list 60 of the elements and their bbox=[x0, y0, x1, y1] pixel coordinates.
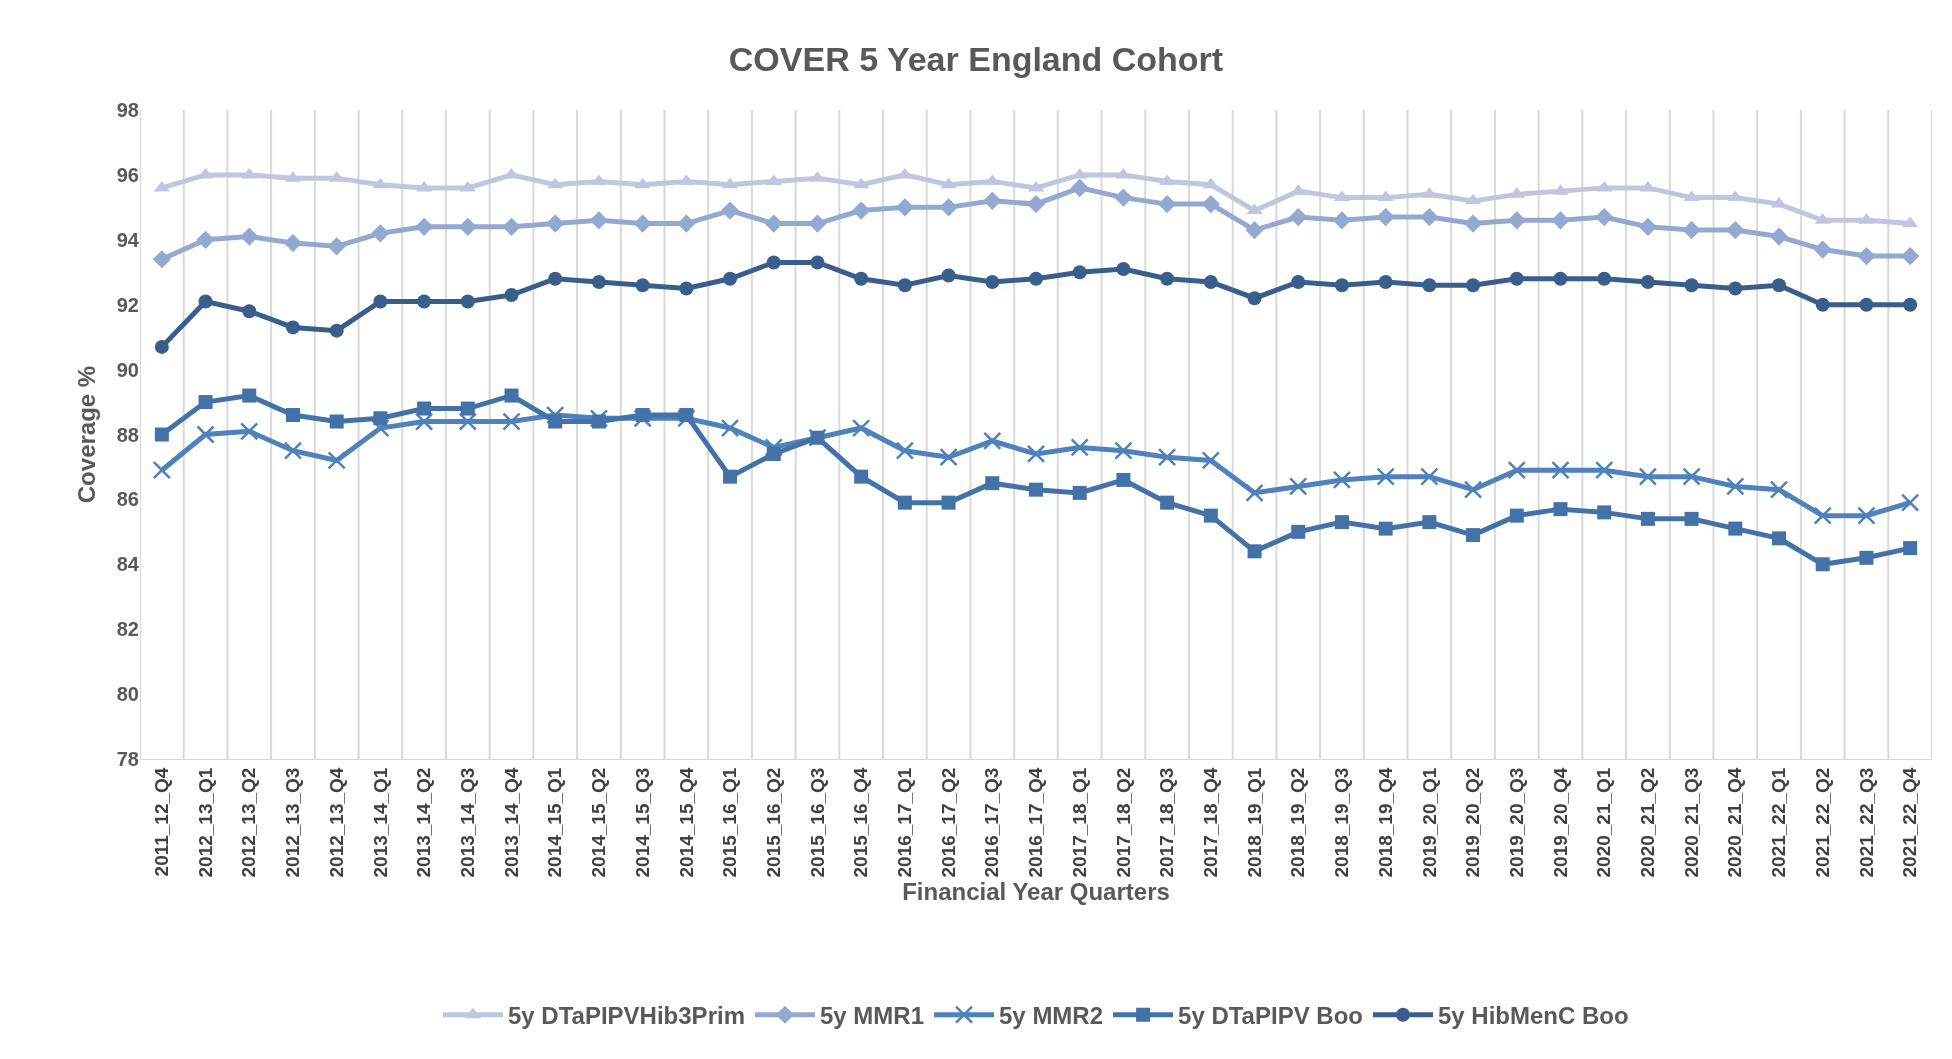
y-tick-label: 94 bbox=[116, 228, 140, 251]
x-tick-label: 2016_17_Q3 bbox=[981, 767, 1003, 878]
x-tick-label: 2013_14_Q2 bbox=[413, 767, 435, 878]
x-tick-label: 2017_18_Q3 bbox=[1156, 767, 1178, 878]
legend-label: 5y MMR2 bbox=[999, 1002, 1104, 1030]
legend-label: 5y DTaPIPV Boo bbox=[1178, 1002, 1363, 1030]
x-tick-label: 2018_19_Q3 bbox=[1331, 767, 1353, 878]
x-tick-label: 2020_21_Q2 bbox=[1637, 767, 1659, 878]
y-tick-label: 84 bbox=[116, 553, 140, 576]
x-tick-label: 2017_18_Q2 bbox=[1112, 767, 1134, 878]
x-tick-label: 2015_16_Q4 bbox=[850, 767, 872, 878]
x-tick-label: 2021_22_Q2 bbox=[1811, 767, 1833, 878]
x-tick-label: 2021_22_Q1 bbox=[1768, 767, 1790, 878]
x-tick-label: 2020_21_Q1 bbox=[1593, 767, 1615, 878]
x-tick-label: 2011_12_Q4 bbox=[151, 767, 173, 877]
x-tick-label: 2019_20_Q1 bbox=[1418, 767, 1440, 878]
x-tick-label: 2014_15_Q4 bbox=[675, 767, 697, 878]
y-axis-title: Coverage % bbox=[72, 365, 100, 504]
x-tick-label: 2015_16_Q3 bbox=[806, 767, 828, 878]
y-tick-label: 88 bbox=[116, 423, 139, 446]
x-tick-label: 2012_13_Q4 bbox=[325, 767, 347, 878]
x-tick-label: 2015_16_Q2 bbox=[762, 767, 784, 878]
x-tick-label: 2021_22_Q3 bbox=[1855, 767, 1877, 878]
x-tick-label: 2020_21_Q3 bbox=[1680, 767, 1702, 878]
x-tick-label: 2013_14_Q1 bbox=[369, 767, 391, 878]
x-tick-label: 2014_15_Q2 bbox=[588, 767, 610, 878]
x-tick-label: 2017_18_Q1 bbox=[1068, 767, 1090, 878]
x-tick-label: 2013_14_Q4 bbox=[500, 767, 522, 878]
x-tick-label: 2013_14_Q3 bbox=[456, 767, 478, 878]
y-tick-label: 98 bbox=[116, 99, 139, 121]
y-tick-label: 96 bbox=[116, 163, 139, 186]
x-tick-label: 2012_13_Q1 bbox=[194, 767, 216, 878]
legend-label: 5y DTaPIPVHib3Prim bbox=[508, 1002, 745, 1030]
y-tick-label: 90 bbox=[116, 358, 139, 381]
x-tick-label: 2017_18_Q4 bbox=[1200, 767, 1222, 878]
x-tick-label: 2018_19_Q4 bbox=[1374, 767, 1396, 878]
x-tick-label: 2020_21_Q4 bbox=[1724, 767, 1746, 878]
x-tick-label: 2021_22_Q4 bbox=[1899, 767, 1921, 878]
y-tick-label: 82 bbox=[116, 618, 139, 641]
x-tick-label: 2016_17_Q4 bbox=[1025, 767, 1047, 878]
x-tick-label: 2012_13_Q3 bbox=[282, 767, 304, 878]
x-tick-label: 2012_13_Q2 bbox=[238, 767, 260, 878]
x-tick-label: 2019_20_Q3 bbox=[1505, 767, 1527, 878]
x-tick-label: 2018_19_Q2 bbox=[1287, 767, 1309, 878]
y-tick-label: 78 bbox=[116, 748, 139, 770]
x-axis-title: Financial Year Quarters bbox=[902, 877, 1170, 905]
chart-title: COVER 5 Year England Cohort bbox=[728, 40, 1224, 79]
x-tick-label: 2014_15_Q1 bbox=[544, 767, 566, 878]
x-tick-label: 2015_16_Q1 bbox=[719, 767, 741, 878]
legend-label: 5y HibMenC Boo bbox=[1437, 1002, 1629, 1030]
legend-label: 5y MMR1 bbox=[819, 1002, 925, 1030]
x-tick-label: 2019_20_Q2 bbox=[1462, 767, 1484, 878]
x-tick-label: 2019_20_Q4 bbox=[1549, 767, 1571, 878]
y-tick-label: 86 bbox=[116, 488, 139, 511]
y-tick-label: 80 bbox=[116, 683, 139, 706]
x-tick-label: 2018_19_Q1 bbox=[1243, 767, 1265, 878]
y-tick-label: 92 bbox=[116, 293, 139, 316]
x-tick-label: 2014_15_Q3 bbox=[631, 767, 653, 878]
x-tick-label: 2016_17_Q2 bbox=[937, 767, 959, 878]
x-tick-label: 2016_17_Q1 bbox=[894, 767, 916, 878]
